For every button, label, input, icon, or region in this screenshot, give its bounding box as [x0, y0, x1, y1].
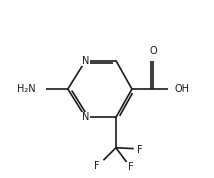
Text: O: O	[149, 46, 157, 56]
Text: F: F	[94, 161, 100, 171]
Text: OH: OH	[175, 84, 190, 94]
Text: H₂N: H₂N	[17, 84, 36, 94]
Text: F: F	[128, 162, 134, 172]
Text: N: N	[82, 56, 89, 66]
Text: F: F	[137, 145, 143, 155]
Text: N: N	[82, 112, 89, 122]
